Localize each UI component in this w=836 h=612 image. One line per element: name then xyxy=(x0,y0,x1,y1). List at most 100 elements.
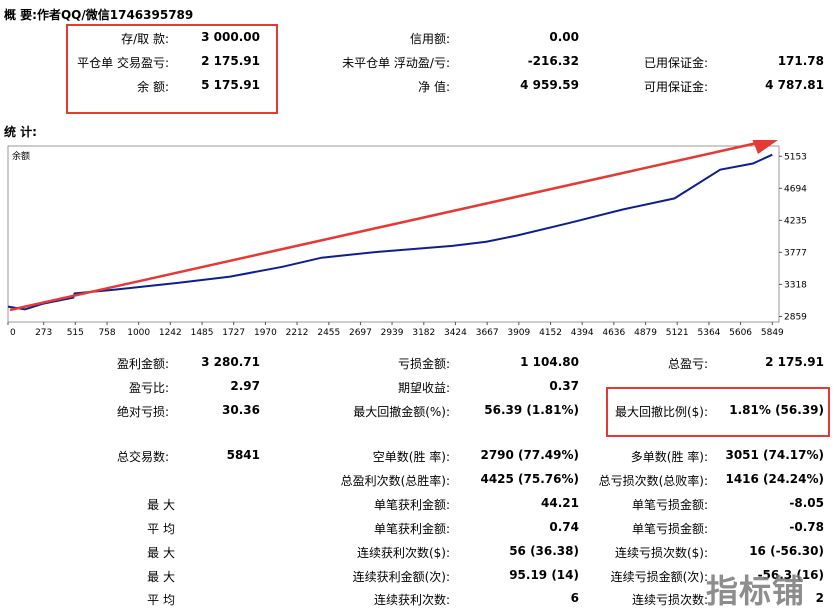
largest-profit-value: 44.21 xyxy=(541,496,579,510)
max2-label: 最 大 xyxy=(147,570,175,584)
avg-cons-wins-value: 6 xyxy=(570,591,579,605)
largest-profit-label: 单笔获利金额: xyxy=(373,498,450,512)
largest-label: 最 大 xyxy=(147,498,175,512)
loss-trades-value: 1416 (24.24%) xyxy=(725,472,824,486)
total-net-value: 2 175.91 xyxy=(765,355,824,369)
x-tick-label: 1485 xyxy=(191,328,214,338)
expected-payoff-value: 0.37 xyxy=(549,379,579,393)
largest-loss-value: -8.05 xyxy=(789,496,824,510)
x-tick-label: 5364 xyxy=(698,328,721,338)
total-trades-value: 5841 xyxy=(226,448,260,462)
margin-label: 已用保证金: xyxy=(643,56,708,70)
x-tick-label: 5121 xyxy=(666,328,689,338)
average-label: 平 均 xyxy=(147,522,175,536)
y-axis: 5153 4694 4235 3777 3318 2859 xyxy=(779,152,807,322)
profit-factor-label: 盈亏比: xyxy=(128,381,169,395)
abs-drawdown-label: 绝对亏损: xyxy=(116,405,169,419)
avg-cons-losses-label: 连续亏损次数: xyxy=(631,593,708,607)
max-cons-losses-label: 连续亏损次数($): xyxy=(614,546,708,560)
x-tick-label: 1727 xyxy=(222,328,245,338)
x-axis: 0 273 515 758 1000 1242 1485 1727 1970 2212 2455 26… xyxy=(7,322,784,338)
max-cons-wins-value: 56 (36.38) xyxy=(509,544,579,558)
gross-loss-label: 亏损金额: xyxy=(397,357,450,371)
avg2-label: 平 均 xyxy=(147,593,175,607)
gross-profit-label: 盈利金额: xyxy=(116,357,169,371)
x-tick-label: 5849 xyxy=(761,328,784,338)
total-trades-label: 总交易数: xyxy=(116,450,169,464)
equity-label: 净 值: xyxy=(418,80,450,94)
x-tick-label: 4394 xyxy=(571,328,594,338)
profit-trades-value: 4425 (75.76%) xyxy=(480,472,579,486)
summary-title: 概 要:作者QQ/微信1746395789 xyxy=(4,8,194,22)
x-tick-label: 3182 xyxy=(412,328,435,338)
x-tick-label: 3424 xyxy=(444,328,467,338)
y-tick-label: 3777 xyxy=(784,248,807,258)
free-margin-value: 4 787.81 xyxy=(765,78,824,92)
margin-value: 171.78 xyxy=(777,54,824,68)
balance-label: 余 额: xyxy=(137,80,169,94)
gross-profit-value: 3 280.71 xyxy=(201,355,260,369)
x-tick-label: 2455 xyxy=(317,328,340,338)
annotation-arrow-head xyxy=(752,140,778,154)
credit-label: 信用额: xyxy=(409,32,450,46)
max-label: 最 大 xyxy=(147,546,175,560)
x-tick-label: 4636 xyxy=(602,328,625,338)
profit-factor-value: 2.97 xyxy=(230,379,260,393)
x-tick-label: 2697 xyxy=(349,328,372,338)
avg-profit-label: 单笔获利金额: xyxy=(373,522,450,536)
drawdown-highlight-box xyxy=(606,387,830,437)
short-trades-value: 2790 (77.49%) xyxy=(480,448,579,462)
expected-payoff-label: 期望收益: xyxy=(397,381,450,395)
x-tick-label: 1000 xyxy=(127,328,150,338)
max-cons-losses-value: 16 (-56.30) xyxy=(749,544,824,558)
x-tick-label: 5606 xyxy=(729,328,752,338)
x-tick-label: 1242 xyxy=(159,328,182,338)
closed-pl-label: 平仓单 交易盈亏: xyxy=(77,56,169,70)
plot-area xyxy=(7,145,780,323)
free-margin-label: 可用保证金: xyxy=(643,80,708,94)
total-net-label: 总盈亏: xyxy=(667,357,708,371)
x-tick-label: 515 xyxy=(67,328,84,338)
x-tick-label: 4879 xyxy=(634,328,657,338)
credit-value: 0.00 xyxy=(549,30,579,44)
long-trades-label: 多单数(胜 率): xyxy=(630,450,708,464)
equity-value: 4 959.59 xyxy=(520,78,579,92)
y-tick-label: 3318 xyxy=(784,280,807,290)
floating-value: -216.32 xyxy=(527,54,579,68)
max-drawdown-label: 最大回撤金额(%): xyxy=(353,405,450,419)
avg-loss-value: -0.78 xyxy=(789,520,824,534)
closed-pl-value: 2 175.91 xyxy=(201,54,260,68)
y-tick-label: 4235 xyxy=(784,216,807,226)
balance-value: 5 175.91 xyxy=(201,78,260,92)
largest-loss-label: 单笔亏损金额: xyxy=(631,498,708,512)
long-trades-value: 3051 (74.17%) xyxy=(725,448,824,462)
balance-chart: 余额 0 273 515 758 1000 1242 1485 1727 1970 2212 245… xyxy=(7,140,807,338)
watermark-logo: 指标铺 xyxy=(706,572,806,610)
avg-profit-value: 0.74 xyxy=(549,520,579,534)
max-cons-loss-label: 连续亏损金额(次): xyxy=(610,570,708,584)
deposit-value: 3 000.00 xyxy=(201,30,260,44)
x-tick-label: 3909 xyxy=(507,328,530,338)
max-cons-profit-label: 连续获利金额(次): xyxy=(352,570,450,584)
max-cons-profit-value: 95.19 (14) xyxy=(509,568,579,582)
max-drawdown-value: 56.39 (1.81%) xyxy=(484,403,579,417)
x-tick-label: 4152 xyxy=(539,328,562,338)
x-tick-label: 273 xyxy=(35,328,52,338)
y-tick-label: 2859 xyxy=(784,312,807,322)
x-tick-label: 0 xyxy=(10,328,16,338)
x-tick-label: 3667 xyxy=(476,328,499,338)
max-cons-wins-label: 连续获利次数($): xyxy=(356,546,450,560)
gross-loss-value: 1 104.80 xyxy=(520,355,579,369)
avg-loss-label: 单笔亏损金额: xyxy=(631,522,708,536)
floating-label: 未平仓单 浮动盈/亏: xyxy=(342,56,450,70)
x-tick-label: 1970 xyxy=(254,328,277,338)
y-tick-label: 4694 xyxy=(784,184,807,194)
rel-drawdown-value: 1.81% (56.39) xyxy=(729,403,824,417)
abs-drawdown-value: 30.36 xyxy=(222,403,260,417)
annotation-arrow-line xyxy=(9,141,758,312)
x-tick-label: 2939 xyxy=(381,328,404,338)
max-cons-loss-value: -56.3 (16) xyxy=(757,568,824,582)
deposit-label: 存/取 款: xyxy=(121,32,169,46)
profit-trades-label: 总盈利次数(总胜率): xyxy=(340,474,450,488)
x-tick-label: 2212 xyxy=(286,328,309,338)
